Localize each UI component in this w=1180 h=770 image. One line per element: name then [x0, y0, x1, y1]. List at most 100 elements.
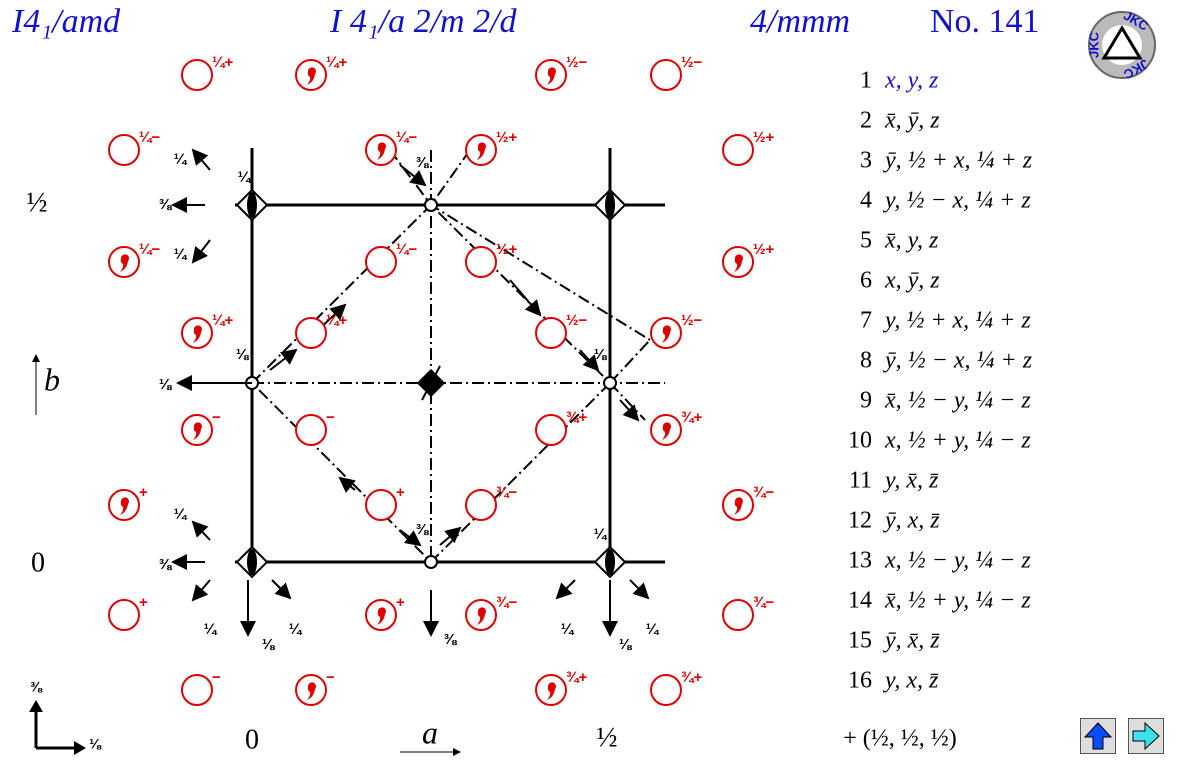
- position-number: 2: [860, 108, 872, 134]
- next-button[interactable]: [1128, 718, 1164, 754]
- position-circle: [181, 674, 213, 706]
- height-label: ¼+: [326, 312, 348, 329]
- height-label: ¾−: [753, 594, 775, 611]
- enantiomorph-comma: [734, 254, 743, 272]
- position-coords: x, ½ − y, ¼ − z: [884, 548, 1031, 574]
- height-label: ½+: [496, 129, 518, 146]
- height-label: ⅜: [159, 196, 173, 213]
- arrow: [271, 579, 292, 600]
- position-number: 10: [848, 428, 872, 454]
- enantiomorph-comma: [477, 142, 486, 160]
- arrow: [509, 279, 542, 317]
- arrow: [191, 520, 211, 541]
- position-coords: ȳ, ½ − x, ¼ + z: [883, 348, 1033, 374]
- position-coords: x, ½ + y, ¼ − z: [884, 428, 1031, 454]
- height-label: ¼+: [212, 54, 234, 71]
- position-coords: ȳ, ½ + x, ¼ + z: [883, 148, 1033, 174]
- position-circle: [722, 134, 754, 166]
- position-circle: [181, 59, 213, 91]
- position-coords: x̄, ½ − y, ¼ − z: [884, 388, 1031, 414]
- position-number: 11: [849, 468, 872, 494]
- enantiomorph-comma: [662, 325, 671, 343]
- axis-label: a: [422, 714, 438, 750]
- axis-label: ½: [27, 187, 48, 218]
- position-circle: [108, 134, 140, 166]
- arrow: [191, 579, 211, 602]
- height-label: −: [326, 669, 335, 686]
- position-coords: ȳ, x, z̄: [883, 508, 940, 534]
- position-circle: [650, 674, 682, 706]
- enantiomorph-comma: [477, 607, 486, 625]
- position-coords: ȳ, x̄, z̄: [883, 628, 940, 654]
- height-label: ¼: [204, 621, 218, 638]
- arrow: [619, 399, 640, 422]
- arrow: [555, 579, 576, 600]
- height-label: ¾−: [496, 484, 518, 501]
- diamond-lens: [605, 192, 615, 218]
- height-label: ¾−: [496, 594, 518, 611]
- position-coords: x̄, ½ + y, ¼ − z: [884, 588, 1031, 614]
- height-label: ¼: [646, 621, 660, 638]
- corner-heads: [29, 700, 86, 755]
- height-label: ¼: [289, 621, 303, 638]
- enantiomorph-comma: [193, 325, 202, 343]
- position-number: 3: [860, 148, 872, 174]
- axis-label: ½: [597, 722, 618, 753]
- enantiomorph-comma: [547, 67, 556, 85]
- height-label: ⅛: [236, 346, 250, 363]
- height-label: ⅜: [444, 631, 458, 648]
- position-coords: y, x, z̄: [883, 668, 939, 694]
- position-number: 14: [848, 588, 872, 614]
- centering: + (½, ½, ½): [843, 726, 957, 752]
- position-coords: y, ½ − x, ¼ + z: [883, 188, 1031, 214]
- height-label: ¼: [561, 621, 575, 638]
- diamond-lens: [605, 549, 615, 575]
- height-label: ¾+: [681, 409, 703, 426]
- position-coords: x̄, ȳ, z: [884, 108, 940, 134]
- position-number: 4: [860, 188, 872, 214]
- enantiomorph-comma: [120, 497, 129, 515]
- position-circle: [295, 317, 327, 349]
- height-label: +: [396, 484, 405, 501]
- arrow: [191, 239, 211, 264]
- position-number: 7: [860, 308, 872, 334]
- enantiomorph-comma: [307, 67, 316, 85]
- position-circle: [365, 246, 397, 278]
- enantiomorph-comma: [377, 142, 386, 160]
- height-label: ¼: [238, 169, 252, 186]
- position-number: 8: [860, 348, 872, 374]
- up-button[interactable]: [1080, 718, 1116, 754]
- height-label: ¾+: [566, 409, 588, 426]
- full-symbol: I 4₁/a 2/m 2/d: [329, 3, 518, 40]
- height-label: ¼: [174, 151, 188, 168]
- height-label: ½−: [566, 312, 588, 329]
- diamond-lens: [247, 549, 257, 575]
- position-coords: y, x̄, z̄: [883, 468, 939, 494]
- position-circle: [722, 599, 754, 631]
- enantiomorph-comma: [120, 254, 129, 272]
- position-circle: [108, 599, 140, 631]
- position-coords: y, ½ + x, ¼ + z: [883, 308, 1031, 334]
- position-number: 5: [860, 228, 872, 254]
- symmetry-symbols: [245, 198, 617, 569]
- enantiomorph-comma: [377, 607, 386, 625]
- height-label: ½−: [566, 54, 588, 71]
- height-label: ½+: [753, 129, 775, 146]
- enantiomorph-comma: [547, 682, 556, 700]
- position-coords: x̄, y, z: [884, 228, 939, 254]
- arrow: [269, 348, 298, 371]
- height-label: ¾+: [566, 669, 588, 686]
- position-number: 9: [860, 388, 872, 414]
- position-circle: [650, 59, 682, 91]
- enantiomorph-comma: [307, 682, 316, 700]
- arrow: [191, 148, 211, 171]
- position-coords: x, ȳ, z: [884, 268, 940, 294]
- arrow: [399, 164, 427, 187]
- height-label: ¼+: [212, 312, 234, 329]
- position-number: 15: [848, 628, 872, 654]
- position-number: 13: [848, 548, 872, 574]
- position-coords: x, y, z: [884, 68, 939, 94]
- height-label: ¼: [174, 246, 188, 263]
